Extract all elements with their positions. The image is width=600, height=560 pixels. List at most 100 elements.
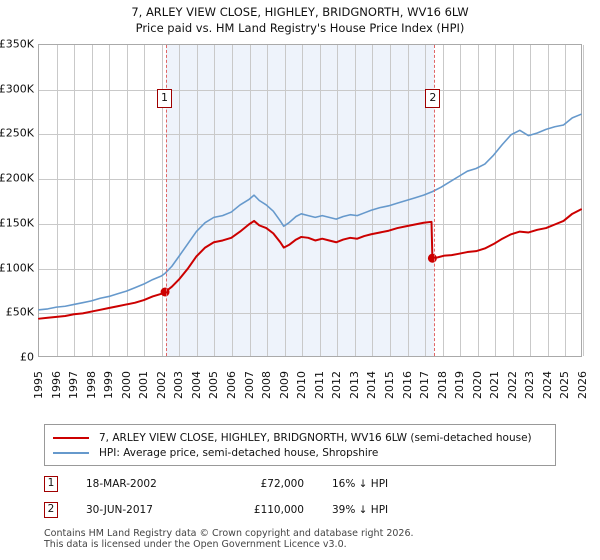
gridline-v bbox=[354, 45, 356, 356]
gridline-h bbox=[39, 223, 581, 225]
x-axis-tick-2017: 2017 bbox=[418, 371, 432, 399]
gridline-v bbox=[372, 45, 374, 356]
transaction-row-1: 1 18-MAR-2002 £72,000 16% ↓ HPI bbox=[44, 474, 494, 494]
transaction-date-2: 30-JUN-2017 bbox=[86, 504, 153, 516]
y-axis-tick-7: £350K bbox=[0, 37, 34, 51]
transaction-number-2: 2 bbox=[44, 502, 58, 518]
gridline-v bbox=[161, 45, 163, 356]
transaction-price-2: £110,000 bbox=[253, 504, 304, 516]
y-axis-tick-3: £150K bbox=[0, 216, 34, 230]
x-axis-tick-2018: 2018 bbox=[435, 371, 449, 399]
gridline-v bbox=[442, 45, 444, 356]
x-axis-tick-2002: 2002 bbox=[154, 371, 168, 399]
gridline-v bbox=[302, 45, 304, 356]
x-axis-tick-2000: 2000 bbox=[119, 371, 133, 399]
gridline-v bbox=[109, 45, 111, 356]
gridline-v bbox=[196, 45, 198, 356]
gridline-v bbox=[214, 45, 216, 356]
x-axis-tick-2003: 2003 bbox=[172, 371, 186, 399]
gridline-v bbox=[565, 45, 567, 356]
gridline-v bbox=[530, 45, 532, 356]
gridline-v bbox=[583, 45, 584, 356]
series-lines bbox=[38, 113, 582, 320]
gridline-v bbox=[144, 45, 146, 356]
x-axis-tick-2024: 2024 bbox=[540, 371, 554, 399]
x-axis-tick-2011: 2011 bbox=[312, 371, 326, 399]
x-axis-tick-2005: 2005 bbox=[207, 371, 221, 399]
x-axis-tick-2012: 2012 bbox=[330, 371, 344, 399]
y-axis-tick-2: £100K bbox=[0, 261, 34, 275]
x-axis-tick-2022: 2022 bbox=[505, 371, 519, 399]
x-axis-tick-2010: 2010 bbox=[295, 371, 309, 399]
x-axis-tick-2021: 2021 bbox=[488, 371, 502, 399]
x-axis-tick-1996: 1996 bbox=[49, 371, 63, 399]
event-dot-2 bbox=[427, 253, 437, 263]
event-line-2 bbox=[433, 45, 435, 356]
legend-label-property: 7, ARLEY VIEW CLOSE, HIGHLEY, BRIDGNORTH… bbox=[99, 431, 532, 444]
gridline-v bbox=[547, 45, 549, 356]
series-line-property bbox=[38, 208, 582, 320]
gridline-v bbox=[284, 45, 286, 356]
x-axis-tick-2025: 2025 bbox=[558, 371, 572, 399]
gridline-h bbox=[39, 313, 581, 315]
y-axis-tick-5: £250K bbox=[0, 126, 34, 140]
plot-area bbox=[38, 44, 584, 357]
x-axis-labels: 1995 1996 1997 1998 1999 2000 2001 2002 2003 2004… bbox=[32, 371, 589, 411]
y-axis-tick-6: £300K bbox=[0, 82, 34, 96]
gridline-v bbox=[477, 45, 479, 356]
x-axis-tick-2007: 2007 bbox=[242, 371, 256, 399]
gridline-v bbox=[337, 45, 339, 356]
x-axis-tick-2019: 2019 bbox=[453, 371, 467, 399]
y-axis-tick-1: £50K bbox=[5, 305, 34, 319]
transaction-row-2: 2 30-JUN-2017 £110,000 39% ↓ HPI bbox=[44, 500, 494, 520]
gridline-v bbox=[267, 45, 269, 356]
page-title: 7, ARLEY VIEW CLOSE, HIGHLEY, BRIDGNORTH… bbox=[0, 4, 600, 36]
x-axis-tick-2016: 2016 bbox=[400, 371, 414, 399]
x-axis-tick-2020: 2020 bbox=[470, 371, 484, 399]
event-line-1 bbox=[165, 45, 167, 356]
event-marker-1: 1 bbox=[157, 89, 173, 108]
gridline-v bbox=[126, 45, 128, 356]
gridline-v bbox=[232, 45, 234, 356]
x-axis-tick-2015: 2015 bbox=[382, 371, 396, 399]
gridline-v bbox=[319, 45, 321, 356]
footer-line-1: Contains HM Land Registry data © Crown c… bbox=[44, 528, 414, 539]
legend-label-hpi: HPI: Average price, semi-detached house,… bbox=[99, 446, 379, 459]
x-axis-tick-2006: 2006 bbox=[225, 371, 239, 399]
x-axis-tick-2004: 2004 bbox=[189, 371, 203, 399]
gridline-v bbox=[425, 45, 427, 356]
x-axis-tick-2014: 2014 bbox=[365, 371, 379, 399]
legend-swatch-hpi bbox=[53, 451, 89, 454]
gridline-v bbox=[179, 45, 181, 356]
chart-legend: 7, ARLEY VIEW CLOSE, HIGHLEY, BRIDGNORTH… bbox=[44, 424, 556, 466]
x-axis-tick-1998: 1998 bbox=[84, 371, 98, 399]
event-marker-2: 2 bbox=[425, 89, 441, 108]
gridline-h bbox=[39, 268, 581, 270]
footer-attribution: Contains HM Land Registry data © Crown c… bbox=[44, 528, 584, 550]
transaction-price-1: £72,000 bbox=[260, 478, 304, 490]
transaction-delta-1: 16% ↓ HPI bbox=[332, 478, 389, 490]
x-axis-tick-2009: 2009 bbox=[277, 371, 291, 399]
gridline-v bbox=[91, 45, 93, 356]
footer-line-2: This data is licensed under the Open Gov… bbox=[44, 539, 347, 550]
x-axis-tick-2026: 2026 bbox=[576, 371, 589, 399]
gridline-v bbox=[389, 45, 391, 356]
x-axis-tick-2001: 2001 bbox=[137, 371, 151, 399]
sale-period-band bbox=[165, 45, 434, 356]
transaction-number-1: 1 bbox=[44, 476, 58, 492]
gridline-h bbox=[39, 134, 581, 136]
gridline-h bbox=[39, 179, 581, 181]
title-line-2: Price paid vs. HM Land Registry's House … bbox=[135, 21, 465, 35]
gridline-v bbox=[56, 45, 58, 356]
x-axis-tick-2023: 2023 bbox=[523, 371, 537, 399]
legend-item-hpi: HPI: Average price, semi-detached house,… bbox=[53, 445, 547, 460]
gridline-v bbox=[249, 45, 251, 356]
y-axis-tick-0: £0 bbox=[20, 350, 34, 364]
legend-item-property: 7, ARLEY VIEW CLOSE, HIGHLEY, BRIDGNORTH… bbox=[53, 430, 547, 445]
price-chart: £0 £50K £100K £150K £200K £250K £300K £350K 1 2 bbox=[0, 38, 600, 368]
x-axis-tick-1997: 1997 bbox=[67, 371, 81, 399]
series-line-hpi bbox=[38, 113, 582, 311]
x-axis-tick-1999: 1999 bbox=[102, 371, 116, 399]
gridline-v bbox=[74, 45, 76, 356]
gridline-v bbox=[460, 45, 462, 356]
